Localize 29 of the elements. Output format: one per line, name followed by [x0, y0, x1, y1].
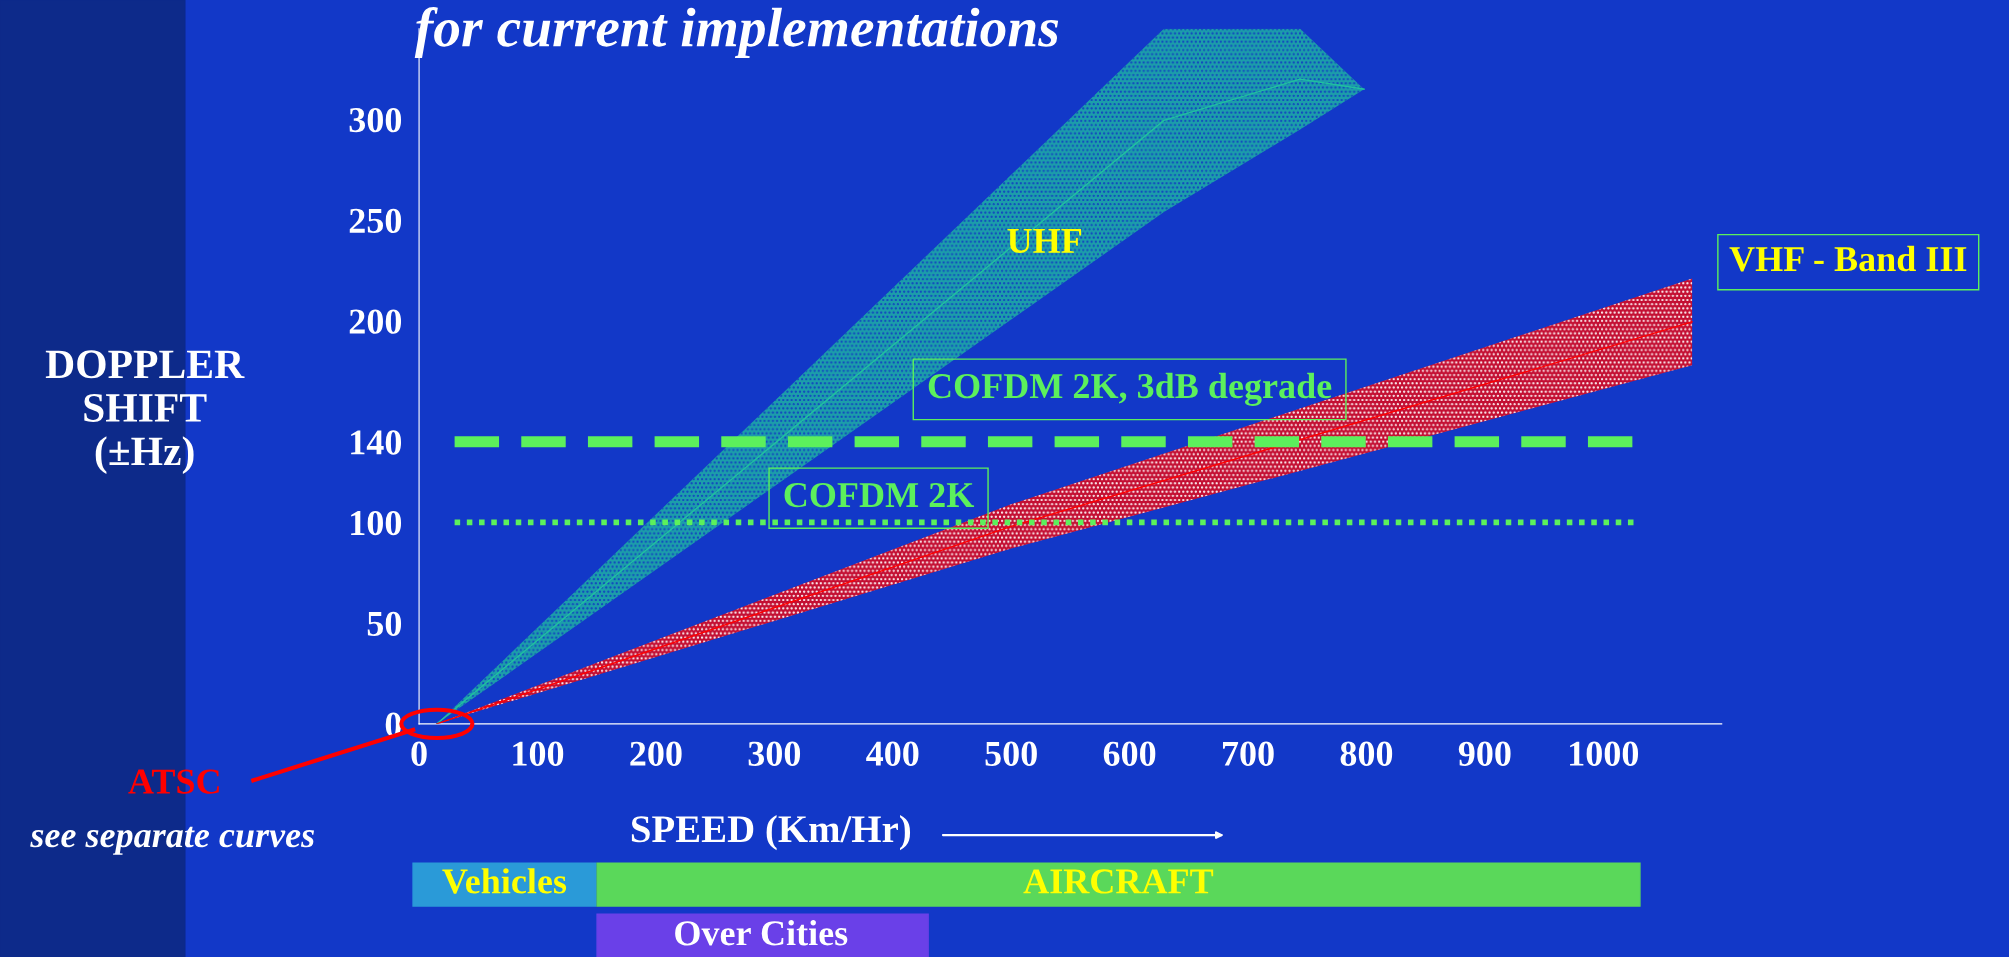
- ref-line-label: COFDM 2K: [784, 482, 975, 508]
- x-tick-label: 1000: [1570, 741, 1639, 766]
- text: Over Cities: [675, 920, 848, 946]
- ref-line-label: COFDM 2K, 3dB degrade: [928, 372, 1332, 406]
- series-label: UHF: [1007, 229, 1082, 254]
- y-tick-label: 250: [349, 208, 402, 234]
- y-tick-label: 100: [351, 510, 402, 536]
- y-tick-label: 200: [349, 309, 402, 334]
- text: AIRCRAFT: [1023, 869, 1214, 894]
- text: ATSC: [128, 769, 219, 794]
- x-tick-label: 400: [866, 741, 919, 766]
- x-tick-label: 300: [748, 741, 801, 766]
- x-tick-label: 100: [513, 741, 564, 766]
- text: see separate curves: [30, 826, 315, 855]
- x-tick-label: 700: [1223, 741, 1274, 766]
- chart-title: for current implementations: [414, 7, 1059, 59]
- x-axis-title: SPEED (Km/Hr): [631, 814, 911, 851]
- y-tick-label: 140: [351, 430, 402, 455]
- y-tick-label: 50: [367, 611, 402, 637]
- y-tick-label: 300: [349, 107, 402, 133]
- x-tick-label: 0: [411, 741, 427, 766]
- text: Vehicles: [442, 868, 567, 894]
- x-tick-label: 500: [985, 741, 1037, 766]
- series-label: VHF - Band III: [1729, 245, 1967, 272]
- x-tick-label: 800: [1340, 741, 1393, 766]
- x-tick-label: 200: [630, 741, 682, 766]
- x-tick-label: 600: [1103, 741, 1156, 766]
- y-axis-title: DOPPLER SHIFT (±Hz): [45, 350, 245, 474]
- x-tick-label: 900: [1458, 741, 1511, 766]
